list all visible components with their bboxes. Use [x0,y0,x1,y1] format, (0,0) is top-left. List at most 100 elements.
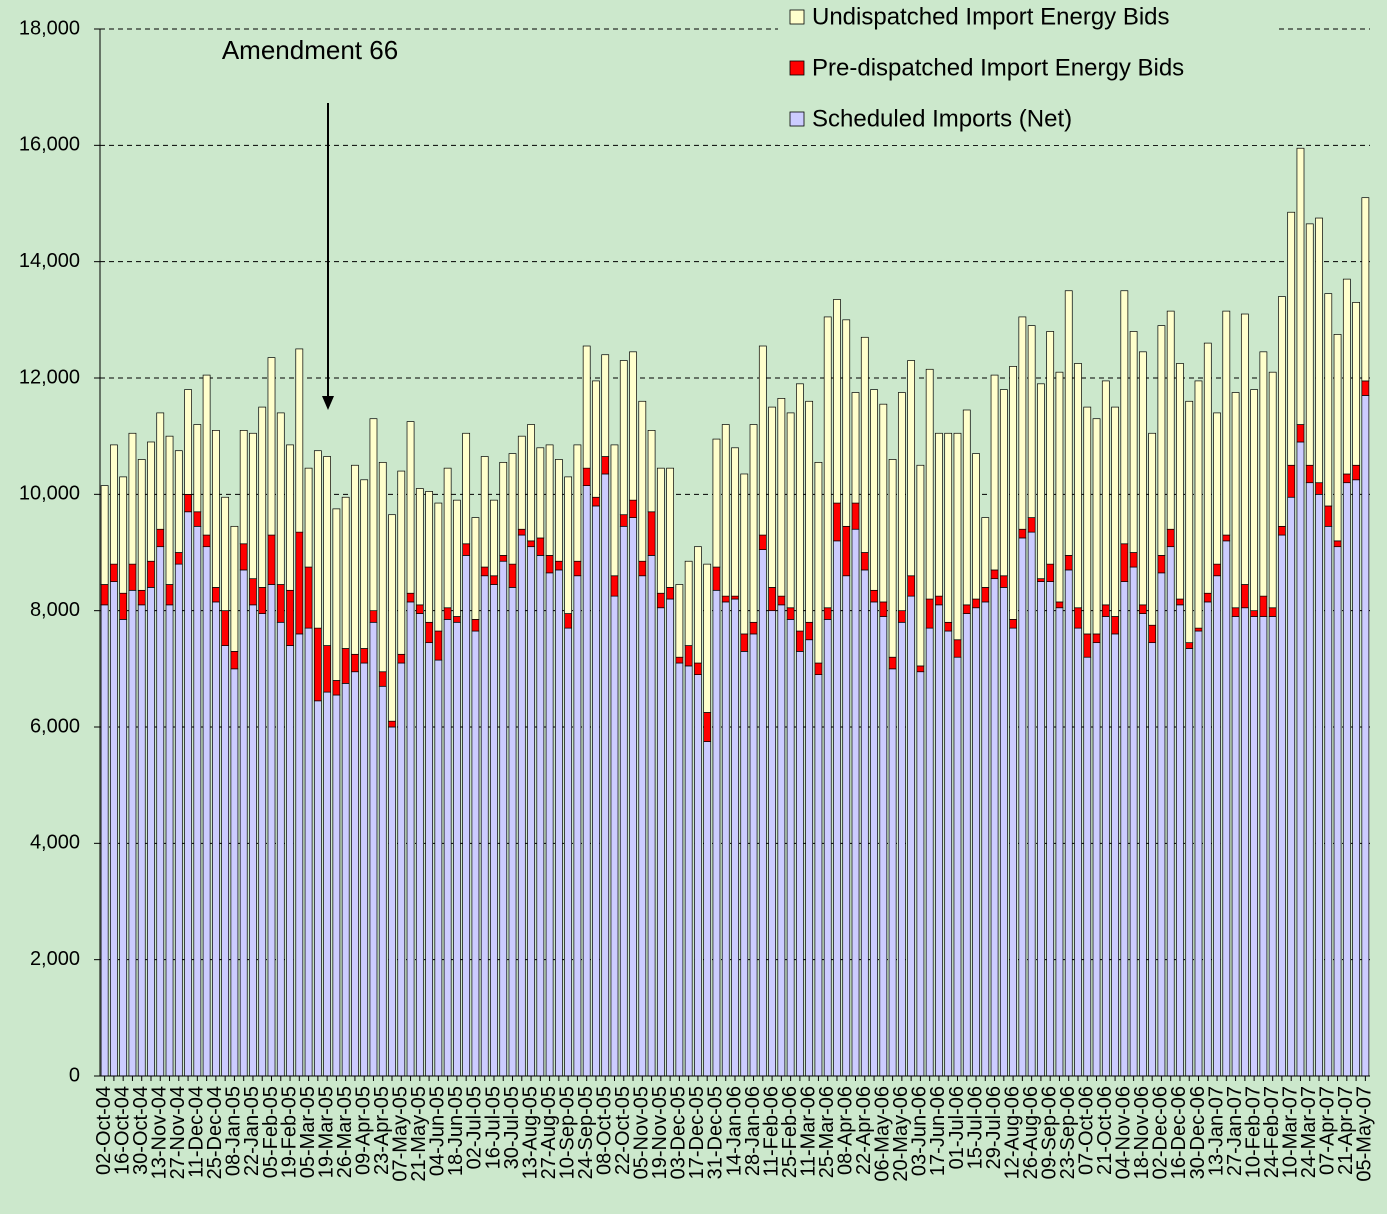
x-tick-label: 28-Jan-06 [742,1086,764,1176]
bar-segment [1148,624,1157,644]
bar-segment [1222,534,1231,542]
bar-segment [499,461,508,556]
bar-segment [100,485,109,585]
bar-segment [536,447,545,539]
bar-segment [935,595,943,606]
bar-segment [833,299,841,504]
bar-segment [925,598,934,629]
bar-segment [1185,642,1194,649]
bar-segment [267,357,276,536]
bar-segment [147,587,155,1077]
bar-segment [508,563,517,588]
x-tick-label: 27-Nov-04 [167,1086,189,1179]
bar-segment [295,531,304,635]
bar-segment [573,444,582,562]
y-tick-label: 0 [69,1064,80,1086]
bar-segment [313,700,322,1077]
bar-segment [601,473,610,1077]
bar-segment [499,555,508,562]
bar-segment [1111,616,1119,635]
bar-segment [323,456,331,646]
bar-segment [137,604,146,1077]
bar-segment [360,662,369,1077]
x-tick-label: 27-Jan-07 [1224,1086,1246,1176]
bar-segment [740,651,749,1077]
bar-segment [1240,313,1249,585]
bar-segment [351,671,359,1077]
bar-segment [972,607,980,1077]
bar-segment [1120,290,1129,545]
bar-segment [517,528,526,536]
bar-segment [870,601,878,1077]
x-tick-label: 11-Dec-04 [186,1086,208,1178]
bar-segment [388,514,396,722]
bar-segment [230,668,239,1077]
bar-segment [1139,351,1147,606]
bar-segment [1176,604,1184,1077]
bar-segment [675,656,684,664]
bar-segment [1250,616,1258,1077]
bar-segment [156,528,165,548]
bar-segment [694,546,702,664]
bar-segment [592,496,600,507]
bar-segment [1139,604,1147,614]
x-tick-label: 30-Oct-04 [130,1086,152,1175]
bar-segment [990,569,999,580]
bar-segment [610,575,619,597]
bar-segment [332,694,341,1077]
bar-segment [1333,540,1342,548]
bar-segment [304,627,313,1077]
bar-segment [221,645,230,1077]
bar-segment [443,619,452,1077]
bar-segment [202,546,211,1077]
x-tick-label: 13-Nov-04 [149,1086,171,1179]
bar-segment [128,563,137,591]
bar-segment [156,546,165,1077]
bar-segment [805,621,814,641]
bar-segment [1055,371,1064,603]
bar-segment [137,459,146,591]
bar-segment [276,584,285,623]
bar-segment [480,566,489,577]
bar-segment [1287,464,1296,498]
bar-segment [842,575,851,1077]
bar-segment [758,534,767,550]
bar-segment [480,456,489,568]
bar-segment [1296,424,1305,443]
x-tick-label: 19-Nov-05 [649,1086,671,1179]
bar-segment [981,587,990,603]
bar-segment [647,511,656,556]
bar-segment [193,511,202,527]
legend-label: Undispatched Import Energy Bids [812,3,1170,30]
bar-segment [554,569,563,1077]
bar-segment [740,633,749,652]
bar-segment [907,360,916,577]
legend-label: Scheduled Imports (Net) [812,105,1072,132]
x-tick-label: 04-Jun-05 [427,1086,449,1176]
legend-swatch [789,111,805,127]
bar-segment [462,555,471,1077]
x-tick-label: 30-Jul-05 [501,1086,523,1169]
x-tick-label: 26-Mar-05 [334,1086,356,1178]
bar-segment [415,488,424,606]
bar-segment [545,444,554,556]
bar-segment [184,389,192,495]
bar-segment [749,633,758,1077]
bar-segment [536,537,545,556]
bar-segment [629,517,637,1077]
bar-segment [990,578,999,1077]
x-tick-label: 26-Aug-06 [1020,1086,1042,1179]
x-tick-label: 05-Nov-05 [631,1086,653,1179]
bar-segment [694,674,702,1077]
x-tick-label: 31-Dec-05 [705,1086,727,1179]
bar-segment [647,555,656,1077]
y-tick-label: 2,000 [30,948,80,970]
bar-segment [731,595,739,600]
bar-segment [814,461,823,664]
bar-segment [870,589,878,603]
x-tick-label: 02-Jul-05 [464,1086,486,1169]
y-tick-label: 4,000 [30,832,80,854]
bar-segment [638,400,647,562]
bar-segment [1259,616,1268,1077]
